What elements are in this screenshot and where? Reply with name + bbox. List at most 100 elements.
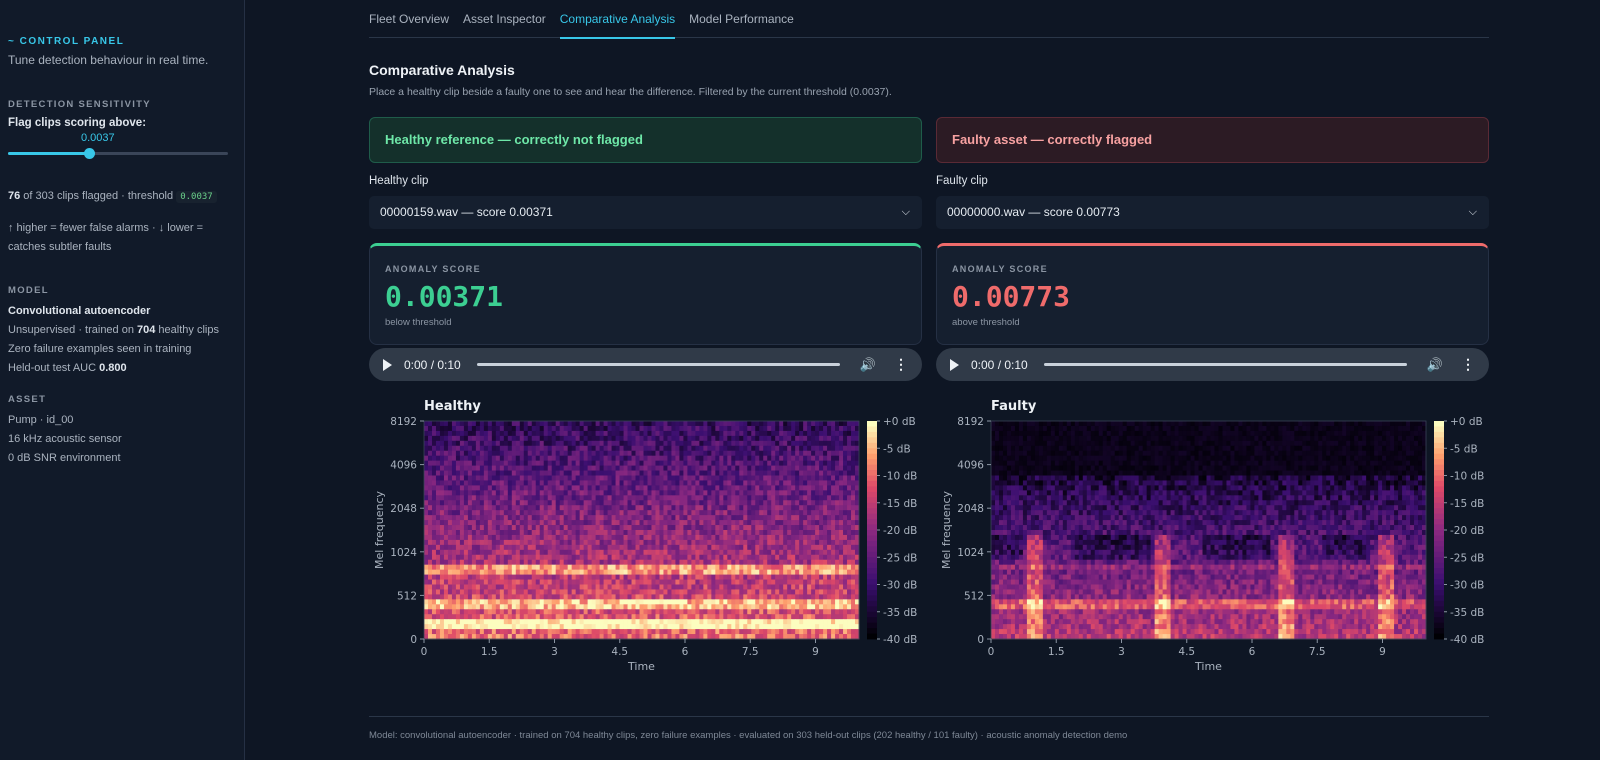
y-axis-label: Mel frequency (940, 491, 953, 569)
colorbar (1434, 421, 1444, 640)
colorbar-tick-label: -25 dB (883, 552, 917, 564)
healthy-clip-label: Healthy clip (369, 175, 429, 187)
colorbar-tick-label: +0 dB (1450, 416, 1483, 428)
spectrogram-heatmap (991, 421, 1427, 640)
volume-icon[interactable]: 🔊 (1426, 356, 1443, 372)
tab-asset-inspector[interactable]: Asset Inspector (463, 12, 546, 26)
asset-line: Pump · id_00 (8, 414, 74, 426)
y-tick-label: 512 (964, 590, 984, 602)
asset-label: ASSET (8, 394, 47, 405)
audio-time: 0:00 / 0:10 (971, 357, 1028, 372)
slider-thumb[interactable] (84, 148, 96, 159)
threshold-chip: 0.0037 (176, 191, 217, 203)
colorbar-tick-label: -40 dB (883, 634, 917, 646)
faulty-clip-select[interactable]: 00000000.wav — score 0.00773 ⌵ (936, 196, 1489, 229)
flag-summary: 76 of 303 clips flagged · threshold 0.00… (8, 187, 236, 207)
flag-summary-text: of 303 clips flagged · threshold (20, 190, 177, 202)
y-tick-label: 1024 (390, 547, 417, 559)
model-auc-prefix: Held-out test AUC (8, 362, 100, 374)
sensitivity-slider-area: 0.0037 (8, 129, 236, 165)
tab-fleet-overview[interactable]: Fleet Overview (369, 12, 450, 26)
healthy-score-value: 0.00371 (385, 280, 504, 313)
colorbar-tick-label: -5 dB (883, 443, 911, 455)
control-panel-heading: ~ CONTROL PANEL (8, 36, 125, 47)
model-label: MODEL (8, 285, 49, 296)
faulty-score-note: above threshold (952, 317, 1020, 328)
score-label: ANOMALY SCORE (952, 264, 1048, 274)
model-trained-suffix: healthy clips (155, 324, 219, 336)
y-tick-label: 1024 (957, 547, 984, 559)
spectrogram-title: Faulty (991, 399, 1037, 414)
audio-progress-bar[interactable] (1043, 363, 1407, 366)
faulty-score-value: 0.00773 (952, 280, 1071, 313)
colorbar-tick-label: -40 dB (1450, 634, 1484, 646)
faulty-clip-label: Faulty clip (936, 175, 988, 187)
colorbar-tick-label: -10 dB (883, 471, 917, 483)
threshold-hint: ↑ higher = fewer false alarms · ↓ lower … (8, 222, 204, 253)
healthy-spectrogram: Healthy 8192 4096 2048 1024 512 00 1.5 3 4.5 6 7.5 9… (373, 399, 917, 673)
colorbar-tick-label: -20 dB (883, 525, 917, 537)
model-auc: Held-out test AUC 0.800 (8, 359, 236, 378)
colorbar-tick-label: -15 dB (883, 498, 917, 510)
faulty-audio-player: 0:00 / 0:10 🔊 ⋮ (936, 348, 1489, 381)
footer-note: Model: convolutional autoencoder · train… (369, 716, 1489, 741)
x-tick-label: 3 (551, 646, 558, 658)
x-tick-label: 1.5 (1048, 646, 1065, 658)
x-tick-label: 4.5 (1178, 646, 1195, 658)
chevron-down-icon: ⌵ (901, 206, 910, 218)
y-tick-label: 4096 (390, 460, 417, 472)
colorbar-tick-label: +0 dB (883, 416, 916, 428)
x-axis-label: Time (627, 660, 655, 673)
control-panel-sidebar: ~ CONTROL PANEL Tune detection behaviour… (0, 0, 245, 760)
colorbar-tick-label: -25 dB (1450, 552, 1484, 564)
x-tick-label: 4.5 (611, 646, 628, 658)
model-zero-failure: Zero failure examples seen in training (8, 343, 192, 355)
flag-count: 76 (8, 190, 21, 202)
y-tick-label: 4096 (957, 460, 984, 472)
model-training: Unsupervised · trained on 704 healthy cl… (8, 321, 236, 340)
asset-line: 16 kHz acoustic sensor (8, 433, 122, 445)
faulty-spectrogram: Faulty 8192 4096 2048 1024 512 00 1.5 3 4.5 6 7.5 9 T… (940, 399, 1484, 673)
slider-value-label: 0.0037 (81, 132, 115, 144)
more-options-icon[interactable]: ⋮ (1461, 356, 1475, 372)
faulty-score-card: ANOMALY SCORE 0.00773 above threshold (936, 243, 1489, 345)
tab-model-performance[interactable]: Model Performance (689, 12, 794, 26)
asset-line: 0 dB SNR environment (8, 452, 121, 464)
more-options-icon[interactable]: ⋮ (894, 356, 908, 372)
sensitivity-prompt: Flag clips scoring above: (8, 117, 147, 129)
x-tick-label: 7.5 (742, 646, 759, 658)
healthy-clip-select[interactable]: 00000159.wav — score 0.00371 ⌵ (369, 196, 922, 229)
page-title: Comparative Analysis (369, 62, 515, 78)
volume-icon[interactable]: 🔊 (859, 356, 876, 372)
x-axis-label: Time (1194, 660, 1222, 673)
tab-bar: Fleet Overview Asset Inspector Comparati… (369, 0, 1489, 39)
y-tick-label: 512 (397, 590, 417, 602)
colorbar-tick-label: -15 dB (1450, 498, 1484, 510)
healthy-clip-value: 00000159.wav — score 0.00371 (380, 205, 553, 219)
tab-comparative-analysis[interactable]: Comparative Analysis (559, 0, 676, 39)
sensitivity-slider[interactable] (8, 148, 228, 159)
x-tick-label: 1.5 (481, 646, 498, 658)
play-icon[interactable] (950, 358, 959, 371)
x-tick-label: 9 (1379, 646, 1386, 658)
faulty-verdict-banner: Faulty asset — correctly flagged (936, 117, 1489, 163)
play-icon[interactable] (383, 358, 392, 371)
colorbar (867, 421, 877, 640)
spectrogram-title: Healthy (424, 399, 481, 414)
healthy-score-card: ANOMALY SCORE 0.00371 below threshold (369, 243, 922, 345)
x-tick-label: 6 (1249, 646, 1256, 658)
slider-fill (8, 152, 90, 155)
y-tick-label: 0 (410, 634, 417, 646)
colorbar-tick-label: -10 dB (1450, 471, 1484, 483)
audio-progress-bar[interactable] (476, 363, 840, 366)
x-tick-label: 9 (812, 646, 819, 658)
x-tick-label: 7.5 (1309, 646, 1326, 658)
model-trained-prefix: Unsupervised · trained on (8, 324, 138, 336)
healthy-audio-player: 0:00 / 0:10 🔊 ⋮ (369, 348, 922, 381)
y-axis-label: Mel frequency (373, 491, 386, 569)
x-tick-label: 6 (682, 646, 689, 658)
colorbar-tick-label: -30 dB (1450, 580, 1484, 592)
faulty-clip-value: 00000000.wav — score 0.00773 (947, 205, 1120, 219)
model-auc-value: 0.800 (99, 362, 127, 374)
y-tick-label: 8192 (957, 416, 984, 428)
